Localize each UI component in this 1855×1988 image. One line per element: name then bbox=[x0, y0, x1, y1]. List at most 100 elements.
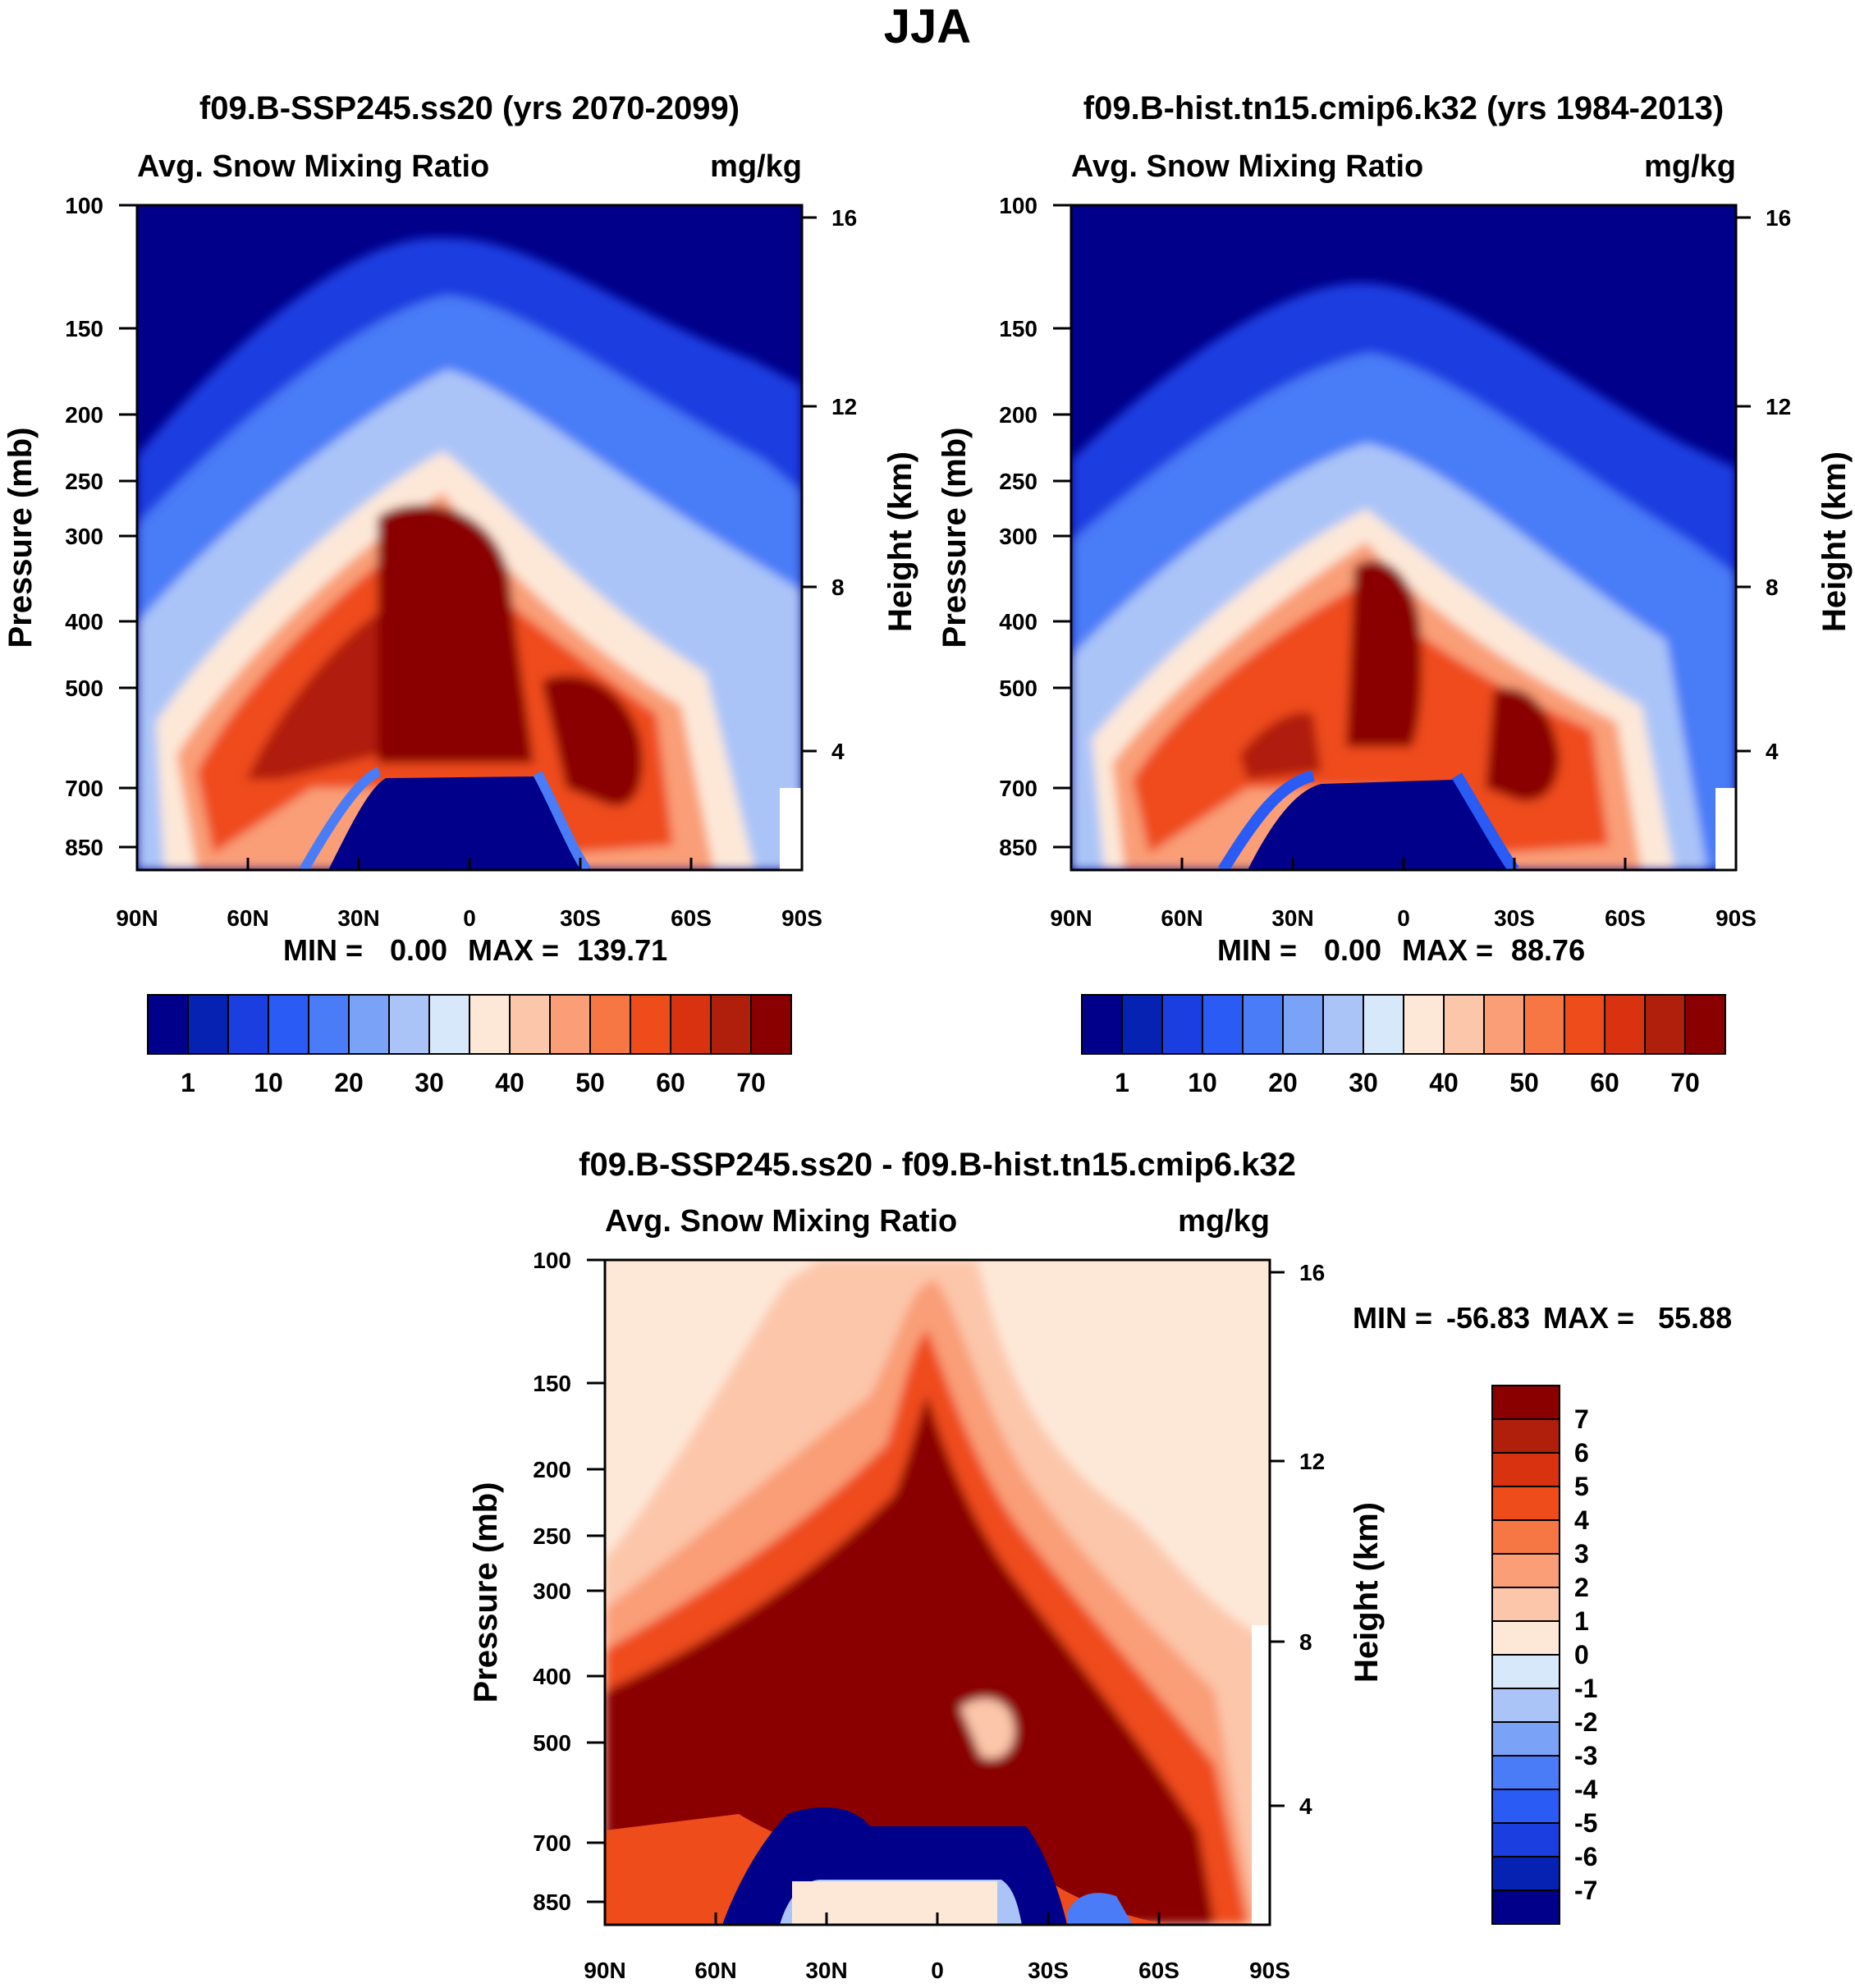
min-label: MIN = bbox=[1217, 933, 1297, 967]
colorbar-bin bbox=[1491, 1654, 1560, 1689]
min-value: 0.00 bbox=[1324, 933, 1381, 967]
colorbar-bin bbox=[227, 994, 269, 1055]
x-tick-label: 30N bbox=[1271, 905, 1313, 931]
panel-title: f09.B-SSP245.ss20 (yrs 2070-2099) bbox=[199, 90, 740, 126]
colorbar: 1 10 20 30 40 50 60 70 bbox=[1081, 994, 1726, 1097]
colorbar-label: 40 bbox=[495, 1068, 524, 1097]
height-tick-label: 12 bbox=[831, 394, 857, 419]
colorbar-bin bbox=[1443, 994, 1485, 1055]
variable-label: Avg. Snow Mixing Ratio bbox=[137, 149, 489, 184]
colorbar-bin bbox=[1491, 1856, 1560, 1891]
y-axis-label: Pressure (mb) bbox=[468, 1482, 504, 1703]
p-tick-label: 200 bbox=[65, 402, 103, 428]
panel-historical: f09.B-hist.tn15.cmip6.k32 (yrs 1984-2013… bbox=[937, 90, 1853, 1097]
x-tick-label: 90N bbox=[584, 1958, 625, 1983]
colorbar-bin bbox=[1491, 1789, 1560, 1824]
min-label: MIN = bbox=[283, 933, 363, 967]
colorbar-label: 1 bbox=[1115, 1068, 1129, 1097]
colorbar-bin bbox=[187, 994, 229, 1055]
max-value: 55.88 bbox=[1658, 1301, 1732, 1335]
p-tick-label: 300 bbox=[533, 1578, 571, 1604]
colorbar-label: 50 bbox=[575, 1068, 605, 1097]
colorbar-bin bbox=[1491, 1519, 1560, 1555]
x-tick-label: 30S bbox=[1028, 1958, 1069, 1983]
colorbar-bin bbox=[589, 994, 631, 1055]
colorbar-bin bbox=[1491, 1822, 1560, 1857]
colorbar: 1 10 20 30 40 50 60 70 bbox=[147, 994, 792, 1097]
max-label: MAX = bbox=[468, 933, 559, 967]
panel-title: f09.B-hist.tn15.cmip6.k32 (yrs 1984-2013… bbox=[1083, 90, 1724, 126]
colorbar-bin bbox=[1491, 1587, 1560, 1622]
y-axis-height: 16 12 8 4 Height (km) bbox=[1736, 205, 1853, 764]
x-tick-label: 90S bbox=[781, 905, 822, 931]
x-axis: 90N 60N 30N 0 30S 60S 90S bbox=[116, 858, 822, 931]
y-axis-pressure: 100 150 200 250 300 400 500 700 850 Pres… bbox=[2, 193, 137, 860]
colorbar-bin bbox=[1242, 994, 1284, 1055]
min-value: 0.00 bbox=[390, 933, 447, 967]
height-tick-label: 4 bbox=[1299, 1793, 1312, 1819]
x-tick-label: 30N bbox=[337, 905, 379, 931]
colorbar-bin bbox=[549, 994, 591, 1055]
height-tick-label: 8 bbox=[831, 575, 845, 600]
colorbar-label: 6 bbox=[1574, 1438, 1589, 1468]
panel-difference: f09.B-SSP245.ss20 - f09.B-hist.tn15.cmip… bbox=[468, 1147, 1732, 1983]
height-tick-label: 8 bbox=[1766, 575, 1779, 600]
p-tick-label: 850 bbox=[533, 1890, 571, 1915]
colorbar-bin bbox=[268, 994, 309, 1055]
x-tick-label: 60S bbox=[1605, 905, 1646, 931]
p-tick-label: 400 bbox=[65, 609, 103, 634]
p-tick-label: 250 bbox=[533, 1523, 571, 1549]
p-tick-label: 100 bbox=[533, 1248, 571, 1273]
y-axis-right-label: Height (km) bbox=[1816, 451, 1853, 632]
colorbar-label: 60 bbox=[1590, 1068, 1619, 1097]
colorbar-bin bbox=[1564, 994, 1605, 1055]
colorbar-label: 60 bbox=[656, 1068, 685, 1097]
p-tick-label: 700 bbox=[533, 1830, 571, 1856]
colorbar-bin bbox=[1491, 1553, 1560, 1588]
min-value: -56.83 bbox=[1446, 1301, 1530, 1335]
p-tick-label: 200 bbox=[533, 1457, 571, 1482]
colorbar-bin bbox=[1491, 1486, 1560, 1521]
colorbar-bin bbox=[469, 994, 511, 1055]
min-label: MIN = bbox=[1353, 1301, 1432, 1335]
colorbar-label: -4 bbox=[1574, 1775, 1598, 1804]
x-tick-label: 30S bbox=[1494, 905, 1535, 931]
panel-future: f09.B-SSP245.ss20 (yrs 2070-2099) Avg. S… bbox=[2, 90, 918, 1097]
colorbar-bin bbox=[1491, 1721, 1560, 1757]
p-tick-label: 250 bbox=[65, 469, 103, 494]
p-tick-label: 400 bbox=[533, 1664, 571, 1689]
colorbar-label: 7 bbox=[1574, 1404, 1589, 1434]
p-tick-label: 150 bbox=[533, 1371, 571, 1396]
p-tick-label: 100 bbox=[65, 193, 103, 218]
colorbar-bin bbox=[1523, 994, 1565, 1055]
colorbar-bin bbox=[1483, 994, 1525, 1055]
colorbar-bin bbox=[750, 994, 792, 1055]
contour-field bbox=[605, 1260, 1270, 1925]
x-tick-label: 60N bbox=[694, 1958, 736, 1983]
height-tick-label: 4 bbox=[1766, 739, 1779, 764]
p-tick-label: 500 bbox=[999, 676, 1037, 701]
colorbar-bin bbox=[710, 994, 752, 1055]
x-tick-label: 0 bbox=[931, 1958, 944, 1983]
colorbar-bin bbox=[1491, 1620, 1560, 1656]
x-tick-label: 0 bbox=[1397, 905, 1410, 931]
colorbar-bin bbox=[509, 994, 551, 1055]
colorbar-vertical: 7 6 5 4 3 2 1 0 -1 -2 -3 -4 -5 -6 -7 bbox=[1491, 1385, 1598, 1925]
p-tick-label: 500 bbox=[533, 1730, 571, 1756]
variable-label: Avg. Snow Mixing Ratio bbox=[605, 1204, 957, 1239]
colorbar-bin bbox=[1491, 1452, 1560, 1487]
height-tick-label: 12 bbox=[1766, 394, 1791, 419]
colorbar-label: 50 bbox=[1509, 1068, 1539, 1097]
height-tick-label: 16 bbox=[831, 205, 857, 231]
colorbar-label: -2 bbox=[1574, 1707, 1597, 1737]
colorbar-bin bbox=[1644, 994, 1686, 1055]
y-axis-pressure: 100 150 200 250 300 400 500 700 850 Pres… bbox=[937, 193, 1071, 860]
x-axis: 90N 60N 30N 0 30S 60S 90S bbox=[1050, 858, 1757, 931]
panel-title: f09.B-SSP245.ss20 - f09.B-hist.tn15.cmip… bbox=[579, 1147, 1296, 1183]
p-tick-label: 200 bbox=[999, 402, 1037, 428]
y-axis-height: 16 12 8 4 Height (km) bbox=[1270, 1260, 1385, 1819]
units-label: mg/kg bbox=[1178, 1204, 1270, 1239]
colorbar-label: 1 bbox=[181, 1068, 195, 1097]
colorbar-bin bbox=[1491, 1755, 1560, 1790]
max-value: 139.71 bbox=[577, 933, 667, 967]
